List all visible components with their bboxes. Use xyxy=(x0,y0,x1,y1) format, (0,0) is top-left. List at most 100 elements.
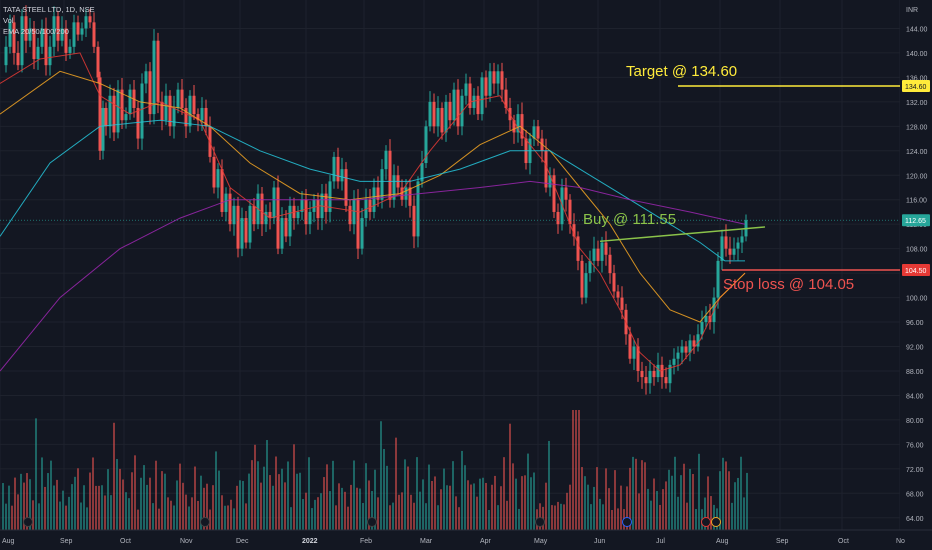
volume-bar xyxy=(587,484,589,530)
volume-bar xyxy=(620,485,622,530)
candle-body xyxy=(36,46,40,60)
volume-bar xyxy=(356,487,358,530)
volume-bar xyxy=(167,497,169,530)
volume-bar xyxy=(572,410,574,530)
volume-bar xyxy=(650,500,652,530)
candle-body xyxy=(232,205,236,225)
volume-bar xyxy=(263,466,265,530)
candle-body xyxy=(84,16,88,29)
candle-body xyxy=(56,16,60,41)
volume-bar xyxy=(101,485,103,530)
volume-bar xyxy=(56,479,58,530)
x-tick-label: Apr xyxy=(480,538,492,545)
y-tick-label: 68.00 xyxy=(906,491,924,498)
candle-body xyxy=(188,95,192,127)
volume-bar xyxy=(614,470,616,530)
volume-bar xyxy=(125,492,127,530)
x-tick-label: Oct xyxy=(120,538,131,545)
volume-bar xyxy=(557,501,559,530)
volume-bar xyxy=(38,503,40,530)
volume-bar xyxy=(245,503,247,530)
candle-body xyxy=(656,364,660,378)
volume-bar xyxy=(173,505,175,530)
candle-body xyxy=(236,205,240,249)
volume-bar xyxy=(203,487,205,530)
candle-body xyxy=(648,370,652,384)
candle-body xyxy=(500,71,504,90)
volume-bar xyxy=(383,448,385,530)
y-tick-label: 88.00 xyxy=(906,369,924,376)
candle-body xyxy=(588,260,592,274)
volume-bar xyxy=(242,480,244,530)
volume-bar xyxy=(692,474,694,530)
y-tick-label: 108.00 xyxy=(906,247,928,254)
volume-bar xyxy=(278,474,280,530)
volume-bar xyxy=(719,471,721,530)
volume-bar xyxy=(176,480,178,530)
volume-bar xyxy=(170,500,172,530)
volume-bar xyxy=(617,508,619,530)
y-tick-label: 124.00 xyxy=(906,149,928,156)
candle-body xyxy=(280,218,284,249)
volume-bar xyxy=(347,506,349,530)
volume-bar xyxy=(158,508,160,530)
candle-body xyxy=(444,101,448,133)
volume-bar xyxy=(230,499,232,530)
volume-bar xyxy=(584,476,586,530)
candle-body xyxy=(516,114,520,133)
volume-bar xyxy=(419,491,421,530)
volume-bar xyxy=(248,473,250,530)
volume-bar xyxy=(512,463,514,530)
volume-bar xyxy=(197,500,199,530)
volume-bar xyxy=(299,472,301,530)
volume-bar xyxy=(8,485,10,530)
candle-body xyxy=(408,187,412,206)
x-tick-label: Mar xyxy=(420,538,433,545)
candle-body xyxy=(608,254,612,274)
volume-bar xyxy=(155,460,157,530)
volume-bar xyxy=(221,495,223,530)
volume-bar xyxy=(107,469,109,530)
candle-body xyxy=(644,377,648,384)
volume-bar xyxy=(260,482,262,530)
volume-bar xyxy=(35,418,37,530)
candle-body xyxy=(96,46,100,78)
ema100-line xyxy=(0,119,745,262)
candle-body xyxy=(300,199,304,212)
volume-bar xyxy=(710,496,712,530)
volume-bar xyxy=(461,450,463,530)
x-tick-label: Jul xyxy=(656,538,665,545)
candle-body xyxy=(44,28,48,66)
x-tick-label: Aug xyxy=(716,538,729,545)
volume-bar xyxy=(281,468,283,530)
volume-bar xyxy=(566,492,568,530)
candle-body xyxy=(248,205,252,243)
volume-bar xyxy=(395,437,397,530)
candle-body xyxy=(98,77,102,151)
volume-bar xyxy=(698,453,700,530)
candle-body xyxy=(348,205,352,225)
y-tick-label: 80.00 xyxy=(906,418,924,425)
target-annotation: Target @ 134.60 xyxy=(626,63,737,80)
volume-bar xyxy=(521,476,523,530)
event-marker xyxy=(701,517,711,527)
candle-body xyxy=(572,224,576,237)
candle-body xyxy=(72,22,76,47)
volume-bar xyxy=(575,410,577,530)
candle-body xyxy=(88,16,92,23)
candle-body xyxy=(604,242,608,255)
volume-bar xyxy=(26,473,28,530)
candle-body xyxy=(48,46,52,66)
volume-bar xyxy=(182,482,184,530)
volume-bar xyxy=(401,492,403,530)
candle-body xyxy=(4,46,8,66)
candle-body xyxy=(116,89,120,133)
volume-bar xyxy=(431,480,433,530)
candle-body xyxy=(240,218,244,249)
volume-bar xyxy=(647,488,649,530)
volume-bar xyxy=(332,460,334,530)
candle-body xyxy=(32,28,36,60)
x-tick-label: Dec xyxy=(236,538,249,545)
candle-body xyxy=(372,187,376,212)
